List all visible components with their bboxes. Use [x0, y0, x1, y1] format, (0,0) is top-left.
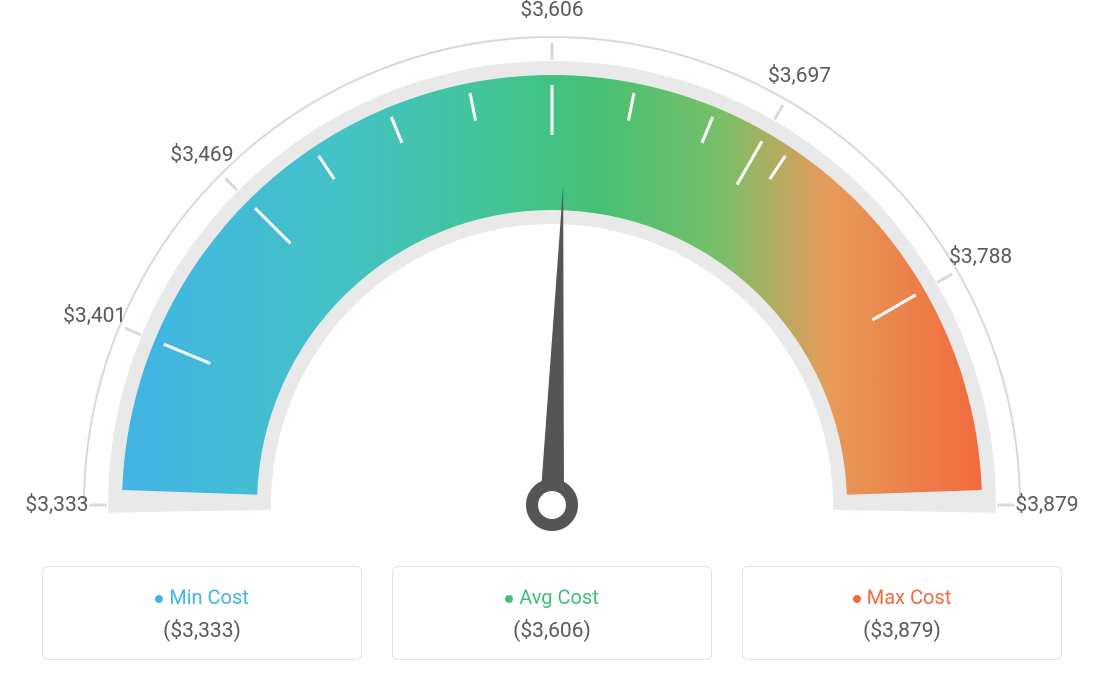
gauge-needle-hub [532, 485, 572, 525]
legend-title-text: Avg Cost [519, 585, 599, 609]
legend-title-text: Min Cost [169, 585, 249, 609]
gauge-tick-label: $3,606 [520, 0, 583, 22]
legend-title: Min Cost [53, 585, 351, 609]
legend-value: ($3,606) [403, 619, 701, 643]
gauge-svg [0, 0, 1104, 560]
gauge-tick-outer [125, 328, 141, 335]
legend-value: ($3,879) [753, 619, 1051, 643]
legend-value: ($3,333) [53, 619, 351, 643]
gauge-area: $3,333 $3,401 $3,469 $3,606 $3,697 $3,788 $3,8… [0, 0, 1104, 560]
gauge-tick-label: $3,788 [949, 245, 1012, 269]
chart-container: $3,333 $3,401 $3,469 $3,606 $3,697 $3,788 $3,8… [0, 0, 1104, 690]
legend-card-max-cost: Max Cost ($3,879) [742, 566, 1062, 660]
gauge-tick-label: $3,333 [25, 493, 88, 517]
legend-title-text: Max Cost [867, 585, 952, 609]
legend-card-min-cost: Min Cost ($3,333) [42, 566, 362, 660]
gauge-tick-outer [937, 274, 952, 283]
legend-dot-icon [155, 595, 163, 603]
gauge-tick-outer [225, 178, 237, 190]
legend-title: Max Cost [753, 585, 1051, 609]
gauge-tick-label: $3,879 [1015, 493, 1078, 517]
gauge-tick-label: $3,469 [170, 143, 233, 167]
legend-dot-icon [505, 595, 513, 603]
legend-title: Avg Cost [403, 585, 701, 609]
gauge-tick-label: $3,697 [768, 64, 831, 88]
legend-card-avg-cost: Avg Cost ($3,606) [392, 566, 712, 660]
legend-dot-icon [853, 595, 861, 603]
gauge-needle [540, 185, 564, 505]
gauge-tick-outer [775, 105, 784, 120]
legend-row: Min Cost ($3,333) Avg Cost ($3,606) Max Cost… [0, 566, 1104, 660]
gauge-tick-label: $3,401 [63, 304, 126, 328]
